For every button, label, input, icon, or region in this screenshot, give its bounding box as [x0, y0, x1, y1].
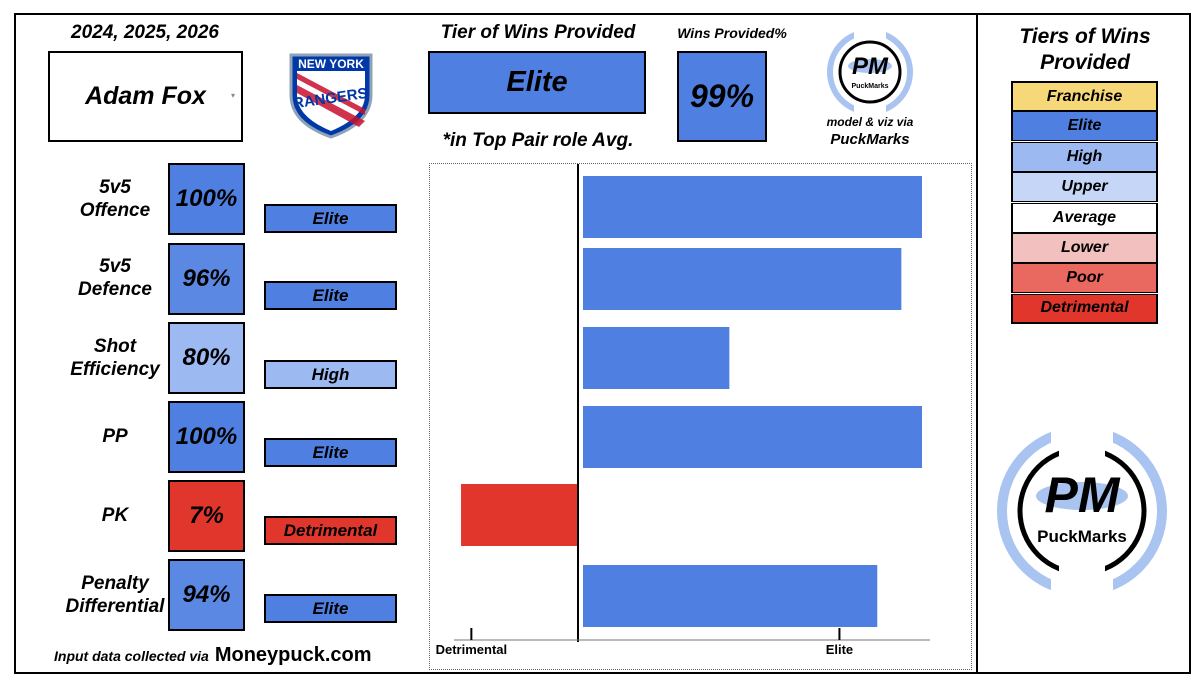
legend-item-average: Average: [1011, 202, 1158, 233]
data-source-note: Input data collected via Moneypuck.com: [54, 644, 414, 666]
legend-title: Tiers of Wins Provided: [1019, 25, 1151, 74]
wins-pct-title: Wins Provided%: [677, 25, 787, 41]
metric-label: Shot Efficiency: [70, 336, 160, 380]
pm-brand-small: PuckMarks: [852, 83, 889, 90]
bar-5v5-defence: [583, 248, 902, 310]
tick-label-elite: Elite: [826, 642, 853, 657]
pm-monogram-large: PM: [1045, 467, 1121, 523]
pm-brand-large: PuckMarks: [1037, 527, 1127, 546]
outer-frame: [14, 13, 1191, 674]
metric-tier: High: [264, 360, 397, 389]
bar-5v5-offence: [583, 176, 922, 238]
source-prefix: Input data collected via: [54, 648, 209, 664]
metric-label: Penalty Differential: [65, 573, 165, 617]
wins-chart: Detrimental Elite: [429, 163, 972, 670]
tier-value-badge: Elite: [428, 51, 646, 114]
wins-pct-badge: 99%: [677, 51, 767, 142]
legend-item-high: High: [1011, 141, 1158, 172]
seasons-label: 2024, 2025, 2026: [71, 22, 219, 43]
metric-pct: 7%: [168, 480, 245, 552]
metric-pct: 100%: [168, 401, 245, 473]
metric-tier: Elite: [264, 281, 397, 310]
metric-pct: 80%: [168, 322, 245, 394]
legend-item-franchise: Franchise: [1011, 81, 1158, 111]
credit-line2: PuckMarks: [830, 130, 910, 148]
metric-tier: Detrimental: [264, 516, 397, 545]
bar-pk: [461, 484, 578, 546]
bar-shot-efficiency: [583, 327, 730, 389]
tick-label-detrimental: Detrimental: [436, 642, 508, 657]
rangers-logo-icon: NEW YORK RANGERS: [289, 53, 373, 139]
metric-label: 5v5 Offence: [79, 177, 151, 221]
player-select[interactable]: Adam Fox ▾: [48, 51, 243, 142]
source-site: Moneypuck.com: [214, 644, 372, 666]
legend-item-poor: Poor: [1011, 263, 1158, 294]
legend-item-upper: Upper: [1011, 172, 1158, 203]
pm-monogram-small: PM: [852, 53, 889, 80]
logo-text-line1: NEW YORK: [298, 57, 364, 71]
metric-tier: Elite: [264, 204, 397, 233]
puckmarks-logo-small-icon: PM PuckMarks: [827, 28, 913, 116]
metric-pct: 94%: [168, 559, 245, 631]
metric-label: PP: [102, 426, 128, 447]
metric-tier: Elite: [264, 594, 397, 623]
tier-title: Tier of Wins Provided: [440, 22, 636, 43]
metric-pct: 96%: [168, 243, 245, 315]
credit-line1: model & viz via: [826, 115, 914, 129]
legend-item-elite: Elite: [1011, 111, 1158, 142]
legend-item-detrimental: Detrimental: [1011, 293, 1158, 324]
wins-chart-svg: Detrimental Elite: [436, 164, 930, 657]
legend-divider: [976, 13, 978, 674]
metric-label: PK: [101, 505, 129, 526]
bar-penalty-differential: [583, 565, 878, 627]
metric-label: 5v5 Defence: [78, 256, 152, 300]
metric-pct: 100%: [168, 163, 245, 235]
player-name: Adam Fox: [85, 82, 206, 110]
puckmarks-logo-large-icon: PM PuckMarks: [997, 422, 1167, 600]
legend-item-lower: Lower: [1011, 233, 1158, 263]
role-note: *in Top Pair role Avg.: [442, 130, 634, 151]
chevron-down-icon[interactable]: ▾: [230, 91, 235, 100]
bar-pp: [583, 406, 922, 468]
metric-tier: Elite: [264, 438, 397, 467]
